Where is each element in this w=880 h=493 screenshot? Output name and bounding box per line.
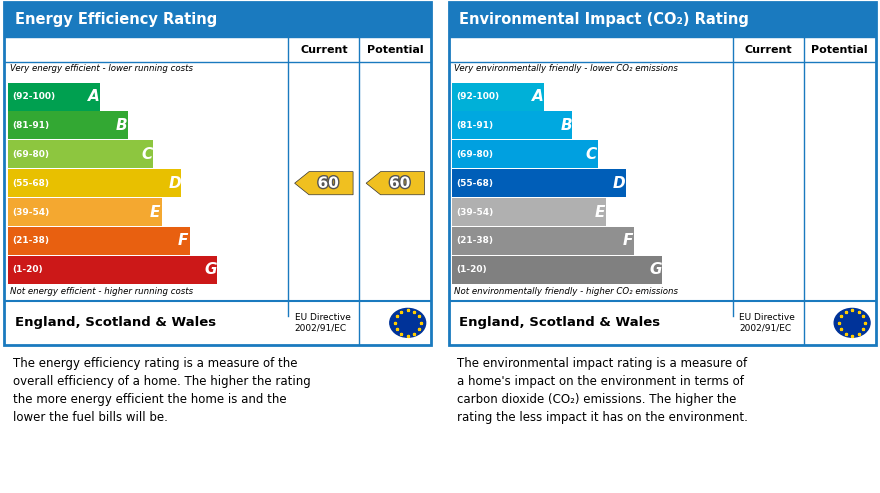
Text: (92-100): (92-100) <box>12 92 55 101</box>
Bar <box>8 141 153 168</box>
Text: Environmental Impact (CO₂) Rating: Environmental Impact (CO₂) Rating <box>459 12 750 27</box>
Text: E: E <box>594 205 605 219</box>
Text: Not environmentally friendly - higher CO₂ emissions: Not environmentally friendly - higher CO… <box>454 287 678 296</box>
Text: Potential: Potential <box>811 44 868 55</box>
Text: G: G <box>649 262 662 278</box>
Text: Current: Current <box>300 44 348 55</box>
Text: D: D <box>168 176 181 191</box>
Text: A: A <box>88 89 99 104</box>
Text: (69-80): (69-80) <box>457 150 494 159</box>
Text: F: F <box>622 234 633 248</box>
Text: Potential: Potential <box>367 44 423 55</box>
Text: G: G <box>205 262 217 278</box>
Text: (21-38): (21-38) <box>457 237 494 246</box>
Bar <box>449 2 876 36</box>
Text: 60: 60 <box>389 176 410 191</box>
Text: (21-38): (21-38) <box>12 237 49 246</box>
Text: F: F <box>178 234 188 248</box>
Bar <box>452 227 634 255</box>
Text: 60: 60 <box>318 176 339 191</box>
Text: EU Directive
2002/91/EC: EU Directive 2002/91/EC <box>739 313 795 333</box>
Text: Very environmentally friendly - lower CO₂ emissions: Very environmentally friendly - lower CO… <box>454 64 678 73</box>
Text: EU Directive
2002/91/EC: EU Directive 2002/91/EC <box>295 313 350 333</box>
Polygon shape <box>295 172 353 195</box>
Bar <box>8 227 189 255</box>
Text: B: B <box>116 118 128 133</box>
Text: A: A <box>532 89 544 104</box>
Bar <box>4 2 431 36</box>
Text: (81-91): (81-91) <box>12 121 49 130</box>
Bar <box>452 111 572 140</box>
Text: (69-80): (69-80) <box>12 150 49 159</box>
Text: (55-68): (55-68) <box>12 178 49 188</box>
Bar <box>452 82 545 110</box>
Text: (1-20): (1-20) <box>457 265 488 274</box>
Text: Energy Efficiency Rating: Energy Efficiency Rating <box>15 12 217 27</box>
Bar <box>8 198 162 226</box>
Text: (1-20): (1-20) <box>12 265 43 274</box>
Circle shape <box>390 309 426 337</box>
Bar <box>8 169 181 197</box>
Text: The environmental impact rating is a measure of
a home's impact on the environme: The environmental impact rating is a mea… <box>458 357 748 424</box>
Text: (55-68): (55-68) <box>457 178 494 188</box>
Text: (39-54): (39-54) <box>12 208 49 216</box>
Bar <box>452 141 598 168</box>
Bar <box>452 169 626 197</box>
Text: C: C <box>585 147 597 162</box>
Text: (92-100): (92-100) <box>457 92 500 101</box>
Text: D: D <box>612 176 626 191</box>
Bar <box>8 82 100 110</box>
Text: B: B <box>561 118 572 133</box>
Text: Very energy efficient - lower running costs: Very energy efficient - lower running co… <box>10 64 193 73</box>
Bar <box>452 256 662 284</box>
Bar <box>452 198 606 226</box>
Circle shape <box>834 309 870 337</box>
Text: (39-54): (39-54) <box>457 208 494 216</box>
Text: England, Scotland & Wales: England, Scotland & Wales <box>15 317 216 329</box>
Text: The energy efficiency rating is a measure of the
overall efficiency of a home. T: The energy efficiency rating is a measur… <box>13 357 311 424</box>
Text: Current: Current <box>744 44 792 55</box>
Text: Not energy efficient - higher running costs: Not energy efficient - higher running co… <box>10 287 193 296</box>
Polygon shape <box>366 172 424 195</box>
Bar <box>8 256 217 284</box>
Text: (81-91): (81-91) <box>457 121 494 130</box>
Text: England, Scotland & Wales: England, Scotland & Wales <box>459 317 661 329</box>
Bar <box>8 111 128 140</box>
Text: E: E <box>150 205 160 219</box>
Text: C: C <box>141 147 152 162</box>
